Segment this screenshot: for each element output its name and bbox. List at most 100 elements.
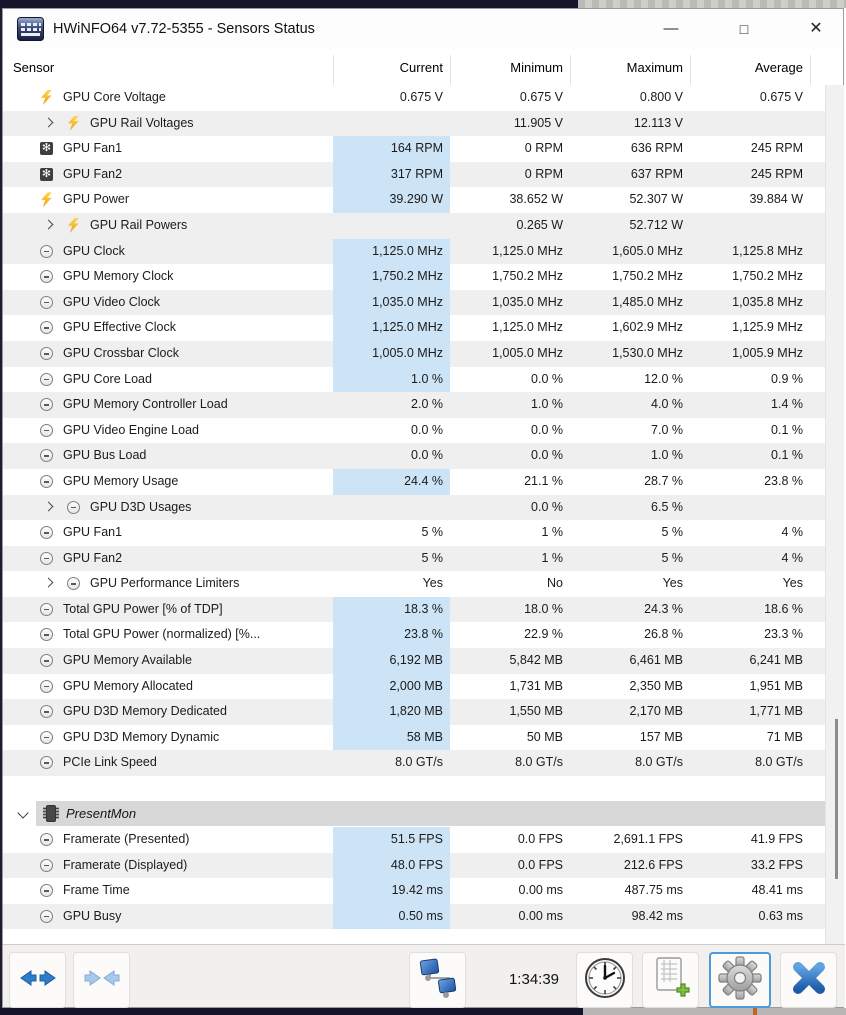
sensor-row[interactable]: PCIe Link Speed 8.0 GT/s 8.0 GT/s 8.0 GT… <box>3 750 825 777</box>
sensor-row[interactable]: GPU D3D Usages 0.0 % 6.5 % <box>3 494 825 521</box>
cell-minimum: 0.675 V <box>519 90 563 104</box>
sensor-row[interactable]: GPU Crossbar Clock 1,005.0 MHz 1,005.0 M… <box>3 340 825 367</box>
scrollbar-thumb[interactable] <box>835 719 838 879</box>
gauge-icon <box>40 654 53 668</box>
cell-minimum: 11.905 V <box>513 115 563 130</box>
minimize-button[interactable]: — <box>663 20 679 37</box>
collapse-columns-button[interactable] <box>73 952 130 1008</box>
sensor-row[interactable]: GPU Clock 1,125.0 MHz 1,125.0 MHz 1,605.… <box>3 238 825 265</box>
clock-button[interactable] <box>576 952 633 1008</box>
cell-average: 1,005.9 MHz <box>732 345 803 360</box>
sensor-row[interactable]: Total GPU Power (normalized) [%... 23.8 … <box>3 622 825 649</box>
remote-monitoring-button[interactable] <box>409 952 466 1008</box>
close-button[interactable]: ✕ <box>809 20 823 37</box>
cell-current: 58 MB <box>333 724 450 751</box>
sensor-name: GPU Memory Usage <box>63 473 179 488</box>
sensor-row[interactable]: Framerate (Presented) 51.5 FPS 0.0 FPS 2… <box>3 827 825 853</box>
sensor-name: Framerate (Presented) <box>63 832 190 846</box>
cell-minimum: 0.265 W <box>516 217 563 232</box>
cell-maximum: 26.8 % <box>644 627 683 642</box>
cell-maximum: 1.0 % <box>651 448 683 463</box>
close-sensors-button[interactable] <box>780 952 837 1008</box>
report-button[interactable] <box>642 952 699 1008</box>
header-sensor[interactable]: Sensor <box>13 60 55 75</box>
cell-current: 0.0 % <box>411 448 443 463</box>
sensor-row[interactable]: GPU Fan1 5 % 1 % 5 % 4 % <box>3 520 825 546</box>
cell-minimum: 1,005.0 MHz <box>492 345 563 360</box>
settings-button[interactable] <box>709 952 771 1008</box>
sensor-row[interactable]: GPU Effective Clock 1,125.0 MHz 1,125.0 … <box>3 315 825 341</box>
background-window-left-edge <box>0 8 2 1008</box>
sensor-row[interactable]: GPU Memory Clock 1,750.2 MHz 1,750.2 MHz… <box>3 264 825 290</box>
cell-average: 0.1 % <box>771 448 803 463</box>
sensor-row[interactable]: GPU Memory Controller Load 2.0 % 1.0 % 4… <box>3 392 825 418</box>
gauge-icon <box>40 295 53 309</box>
window-title: HWiNFO64 v7.72-5355 - Sensors Status <box>53 21 315 37</box>
cell-maximum: 6,461 MB <box>629 653 683 668</box>
maximize-button[interactable]: □ <box>739 21 749 37</box>
cell-maximum: 637 RPM <box>630 166 683 181</box>
gauge-icon <box>40 833 53 846</box>
chevron-right-icon[interactable] <box>43 219 54 230</box>
header-average[interactable]: Average <box>754 60 803 75</box>
title-bar[interactable]: HWiNFO64 v7.72-5355 - Sensors Status — □… <box>3 9 843 49</box>
sensor-row[interactable]: GPU Rail Voltages 11.905 V 12.113 V <box>3 110 825 137</box>
cell-average: 245 RPM <box>750 166 803 181</box>
sensor-row[interactable]: GPU Memory Allocated 2,000 MB 1,731 MB 2… <box>3 673 825 700</box>
sensor-row[interactable]: GPU Video Engine Load 0.0 % 0.0 % 7.0 % … <box>3 417 825 444</box>
cell-maximum: 2,170 MB <box>629 704 683 719</box>
gear-icon <box>717 955 763 1006</box>
cell-average <box>690 213 810 239</box>
chevron-right-icon[interactable] <box>43 577 54 588</box>
sensor-row[interactable]: GPU Rail Powers 0.265 W 52.712 W <box>3 212 825 239</box>
chevron-down-icon[interactable] <box>17 807 29 819</box>
section-header-presentmon[interactable]: PresentMon <box>36 801 825 826</box>
background-dark-band <box>0 1008 583 1015</box>
header-minimum[interactable]: Minimum <box>510 60 563 75</box>
expand-columns-button[interactable] <box>9 952 66 1008</box>
column-separator <box>570 55 571 85</box>
background-window-top-edge <box>0 0 846 8</box>
vertical-scrollbar[interactable] <box>825 85 844 945</box>
cell-maximum: 2,691.1 FPS <box>613 832 684 846</box>
background-texture <box>578 0 846 8</box>
sensor-row[interactable]: GPU Performance Limiters Yes No Yes Yes <box>3 571 825 597</box>
sensor-row[interactable]: GPU Bus Load 0.0 % 0.0 % 1.0 % 0.1 % <box>3 443 825 469</box>
sensor-name: GPU D3D Memory Dedicated <box>63 704 227 719</box>
cell-current: 5 % <box>421 550 443 565</box>
header-current[interactable]: Current <box>399 60 443 75</box>
sensor-row[interactable]: GPU Core Voltage 0.675 V 0.675 V 0.800 V… <box>3 85 825 111</box>
sensor-row[interactable]: GPU Fan2 5 % 1 % 5 % 4 % <box>3 545 825 572</box>
cell-current <box>333 111 450 137</box>
column-separator <box>810 55 811 85</box>
sensor-row[interactable]: GPU Video Clock 1,035.0 MHz 1,035.0 MHz … <box>3 289 825 316</box>
sensor-name: GPU Memory Clock <box>63 269 174 284</box>
sensor-row[interactable]: Total GPU Power [% of TDP] 18.3 % 18.0 %… <box>3 596 825 623</box>
header-maximum[interactable]: Maximum <box>626 60 683 75</box>
cell-minimum: 0.0 FPS <box>517 832 563 846</box>
sensor-row[interactable]: GPU Memory Available 6,192 MB 5,842 MB 6… <box>3 648 825 674</box>
chevron-right-icon[interactable] <box>43 117 54 128</box>
bottom-toolbar: 1:34:39 <box>3 944 845 1008</box>
chevron-right-icon[interactable] <box>43 501 54 511</box>
cell-minimum: 1 % <box>541 525 563 540</box>
sensor-row[interactable]: GPU D3D Memory Dedicated 1,820 MB 1,550 … <box>3 699 825 725</box>
sensor-row[interactable]: GPU Memory Usage 24.4 % 21.1 % 28.7 % 23… <box>3 468 825 495</box>
cell-maximum: 1,485.0 MHz <box>612 294 683 309</box>
gauge-icon <box>40 679 53 693</box>
sensor-name: GPU Memory Controller Load <box>63 397 228 412</box>
cell-average: 0.675 V <box>759 90 803 104</box>
sensor-row[interactable]: GPU Fan1 164 RPM 0 RPM 636 RPM 245 RPM <box>3 136 825 162</box>
cell-current: 8.0 GT/s <box>395 755 443 770</box>
sensor-row[interactable]: GPU Busy 0.50 ms 0.00 ms 98.42 ms 0.63 m… <box>3 903 825 930</box>
section-label: PresentMon <box>66 806 137 821</box>
sensor-row[interactable]: Framerate (Displayed) 48.0 FPS 0.0 FPS 2… <box>3 852 825 879</box>
cell-average: 1,750.2 MHz <box>732 269 803 284</box>
gauge-icon <box>40 321 53 335</box>
cell-average: 1.4 % <box>771 397 803 412</box>
sensor-row[interactable]: GPU D3D Memory Dynamic 58 MB 50 MB 157 M… <box>3 724 825 751</box>
sensor-row[interactable]: GPU Fan2 317 RPM 0 RPM 637 RPM 245 RPM <box>3 161 825 188</box>
sensor-row[interactable]: GPU Power 39.290 W 38.652 W 52.307 W 39.… <box>3 187 825 213</box>
sensor-row[interactable]: GPU Core Load 1.0 % 0.0 % 12.0 % 0.9 % <box>3 366 825 393</box>
sensor-row[interactable]: Frame Time 19.42 ms 0.00 ms 487.75 ms 48… <box>3 878 825 904</box>
